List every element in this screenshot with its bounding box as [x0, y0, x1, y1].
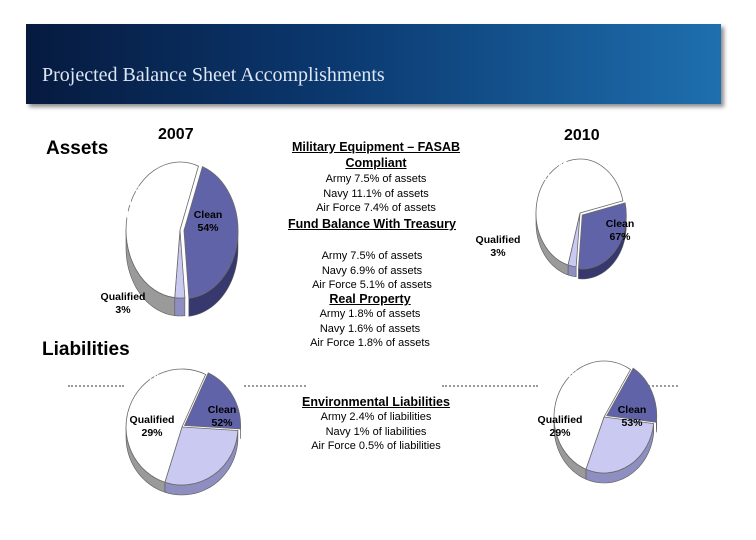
- category-line: Air Force 0.5% of liabilities: [311, 440, 441, 452]
- pie-label-clean: Clean 52%: [208, 404, 237, 429]
- category-line: Navy 11.1% of assets: [323, 187, 429, 200]
- pie-slice-clean: [553, 360, 632, 470]
- category-line: Air Force 5.1% of assets: [312, 279, 432, 291]
- page-title: Projected Balance Sheet Accomplishments: [42, 64, 385, 86]
- pie-slice-no-opinion: [578, 202, 627, 270]
- title-banner: Projected Balance Sheet Accomplishments: [26, 24, 721, 104]
- category-line: Air Force 1.8% of assets: [310, 337, 430, 349]
- pie-slice-qualified: [585, 416, 655, 474]
- pie-slice-no-opinion: [183, 372, 241, 430]
- pie-label-no-opinion: No Opinion 19%: [148, 358, 188, 396]
- category-line: Army 7.5% of assets: [325, 173, 427, 185]
- category-lines-environmental-liabilities: Army 2.4% of liabilities Navy 1% of liab…: [276, 410, 476, 454]
- pie-label-clean: Clean 54%: [194, 209, 223, 234]
- category-line: Army 1.8% of assets: [319, 308, 421, 320]
- pie-label-clean: Clean 67%: [606, 218, 635, 243]
- pie-side-qualified: [174, 297, 186, 317]
- pie-label-no-opinion: No Opinion 18%: [560, 356, 600, 394]
- pie-chart-liabilities-2010: No Opinion 18% Qualified 29% Clean 53%: [538, 356, 658, 484]
- pie-label-qualified: Qualified 29%: [130, 414, 175, 439]
- pie-label-qualified: Qualified 3%: [476, 234, 521, 259]
- category-title-real-property: Real Property: [329, 292, 411, 306]
- liabilities-label: Liabilities: [42, 339, 130, 360]
- pie-slice-qualified: [164, 426, 239, 486]
- category-line: Army 2.4% of liabilities: [320, 411, 432, 423]
- pie-chart-liabilities-2007: No Opinion 19% Qualified 29% Clean 52%: [125, 358, 241, 496]
- category-lines-real-property: Army 1.8% of assets Navy 1.6% of assets …: [270, 307, 470, 351]
- category-line: Army 7.5% of assets: [321, 250, 423, 262]
- pie-label-qualified: Qualified 29%: [538, 414, 583, 439]
- category-line: Navy 6.9% of assets: [321, 264, 423, 277]
- pie-slice-clean: [125, 368, 207, 483]
- divider-center: [244, 385, 306, 387]
- pie-chart-assets-2007: No Opinion 43% Qualified 3% Clean 54%: [101, 161, 239, 317]
- pie-label-no-opinion: No Opinion 30%: [542, 158, 582, 196]
- pie-slice-clean: [535, 158, 624, 266]
- year-2010-label: 2010: [564, 127, 600, 144]
- category-title-environmental-liabilities: Environmental Liabilities: [302, 395, 450, 409]
- category-line: Navy 1% of liabilities: [325, 425, 427, 438]
- category-title-fund-balance: Fund Balance With Treasury: [288, 217, 456, 231]
- pie-label-no-opinion: No Opinion 43%: [114, 183, 154, 221]
- pie-label-qualified: Qualified 3%: [101, 291, 146, 316]
- divider-left: [68, 385, 124, 387]
- year-2007-label: 2007: [158, 126, 194, 143]
- pie-slice-no-opinion: [606, 367, 658, 423]
- category-title-military-equipment: Military Equipment – FASAB Compliant: [291, 140, 461, 170]
- category-lines-fund-balance: Army 7.5% of assets Navy 6.9% of assets …: [272, 249, 472, 293]
- pie-chart-assets-2010: No Opinion 30% Qualified 3% Clean 67%: [476, 158, 635, 280]
- category-line: Air Force 7.4% of assets: [316, 202, 436, 214]
- pie-slice-clean: [125, 161, 199, 299]
- category-lines-military-equipment: Army 7.5% of assets Navy 11.1% of assets…: [276, 172, 476, 216]
- assets-label: Assets: [46, 138, 109, 159]
- divider-right-2: [644, 385, 678, 387]
- pie-slice-no-opinion: [183, 166, 239, 299]
- category-line: Navy 1.6% of assets: [319, 322, 421, 335]
- pie-label-clean: Clean 53%: [618, 404, 647, 429]
- divider-right-1: [442, 385, 538, 387]
